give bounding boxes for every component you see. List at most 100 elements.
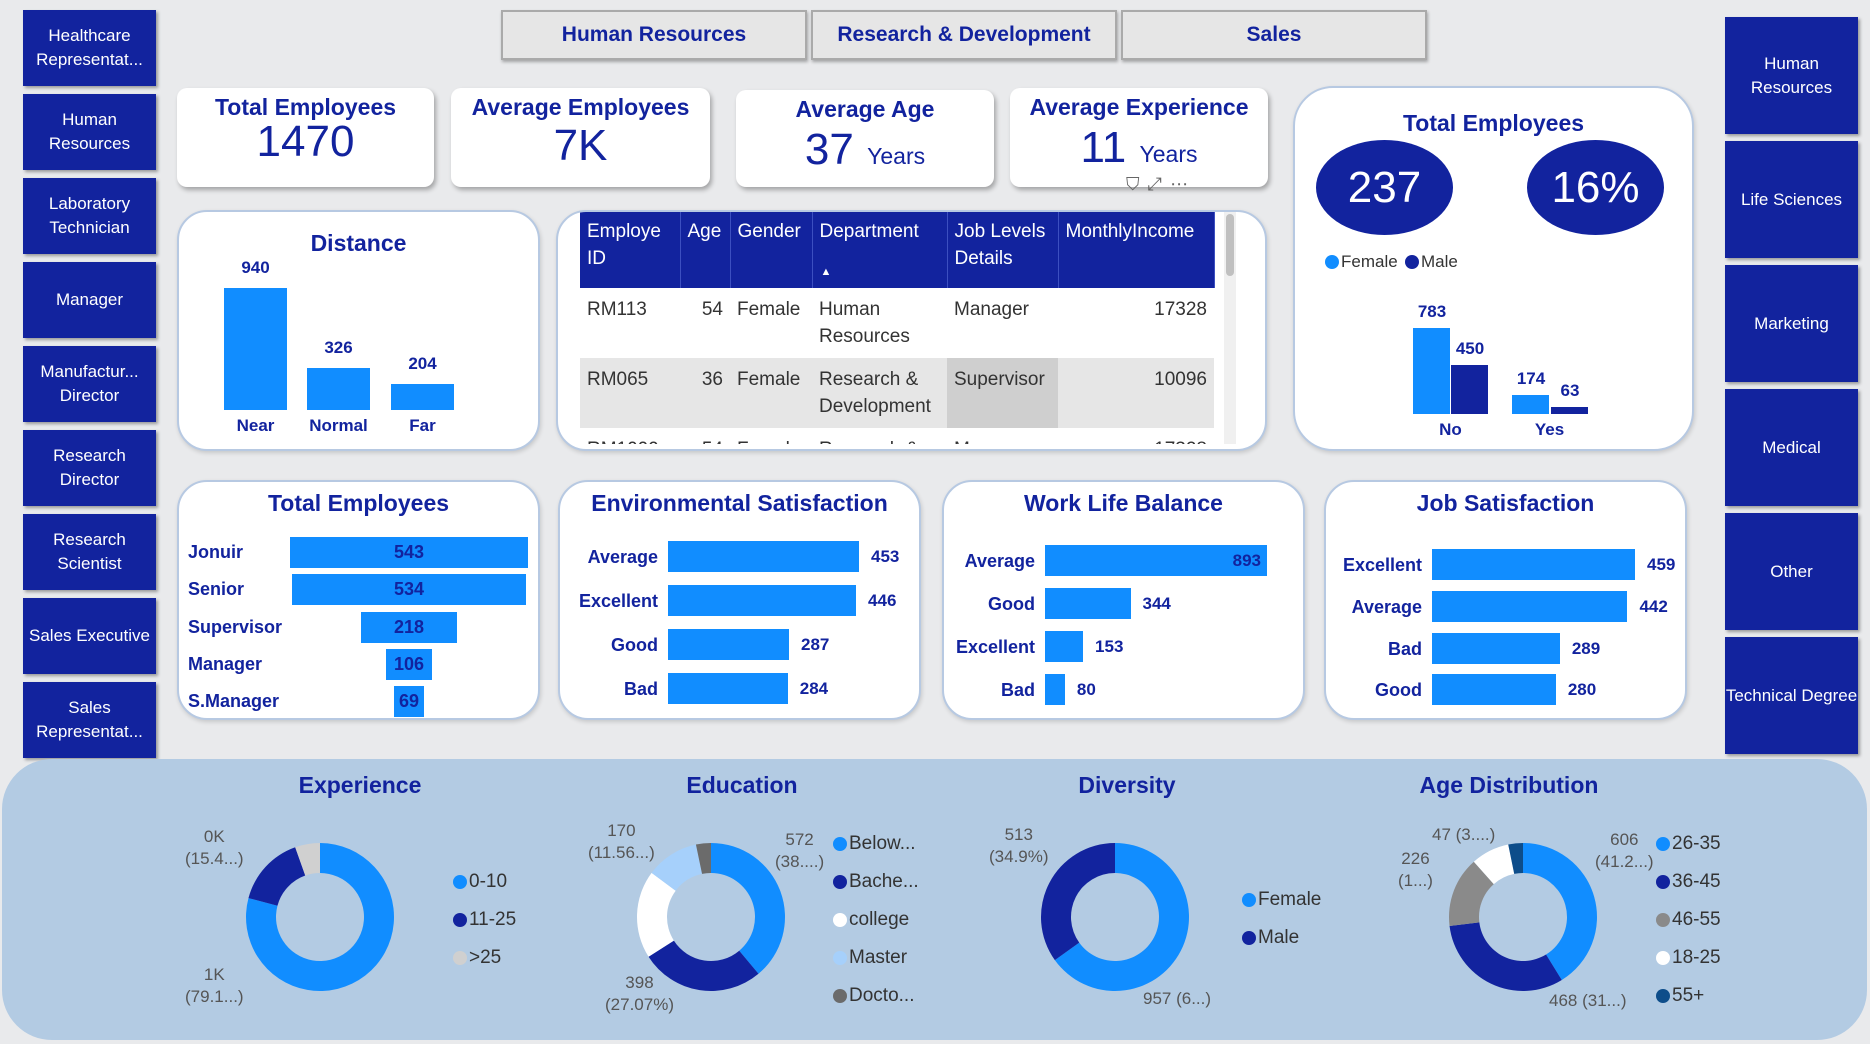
- attrition-bar-female[interactable]: [1512, 394, 1549, 414]
- col-gender[interactable]: Gender: [730, 212, 813, 288]
- slicer-healthcare-representative[interactable]: Healthcare Representat...: [23, 10, 156, 86]
- slicer-laboratory-technician[interactable]: Laboratory Technician: [23, 178, 156, 254]
- cell-job-level: Supervisor: [947, 358, 1058, 428]
- education-slice-bache-[interactable]: [648, 940, 759, 992]
- col-department[interactable]: Department ▲: [812, 212, 948, 288]
- age-legend-item[interactable]: 26-35: [1656, 833, 1721, 855]
- slicer-human-resources[interactable]: Human Resources: [23, 94, 156, 170]
- attrition-bar-male[interactable]: [1551, 407, 1588, 414]
- age-slice-55-[interactable]: [1508, 843, 1523, 874]
- legend-dot-icon: [453, 951, 467, 965]
- job-level-bar[interactable]: 534: [291, 574, 527, 605]
- attrition-bar-female[interactable]: [1413, 328, 1450, 414]
- tab-research-development[interactable]: Research & Development: [811, 10, 1117, 60]
- legend-label: Male: [1258, 927, 1300, 948]
- distance-bar[interactable]: [391, 383, 454, 410]
- experience-label-11-25: 0K (15.4...): [185, 827, 244, 868]
- age-slice-18-25[interactable]: [1473, 844, 1515, 885]
- work-life-bar[interactable]: [1045, 588, 1131, 619]
- scrollbar-thumb[interactable]: [1226, 214, 1234, 276]
- job-satisfaction-bar[interactable]: [1432, 674, 1556, 705]
- diversity-slice-male[interactable]: [1041, 843, 1115, 961]
- env-satisfaction-bar[interactable]: [668, 673, 788, 704]
- table-row[interactable]: RM113 54 Female Human Resources Manager 17328: [580, 288, 1214, 358]
- slicer-life-sciences[interactable]: Life Sciences: [1725, 141, 1858, 258]
- experience-legend-item[interactable]: >25: [453, 947, 501, 969]
- education-slice-below-[interactable]: [711, 843, 785, 974]
- legend-male[interactable]: Male: [1405, 252, 1458, 272]
- legend-female[interactable]: Female: [1325, 252, 1398, 272]
- more-options-icon[interactable]: ⋯: [1169, 174, 1196, 194]
- education-legend-item[interactable]: Docto...: [833, 985, 914, 1007]
- slicer-technical-degree[interactable]: Technical Degree: [1725, 637, 1858, 754]
- job-level-bar[interactable]: 69: [393, 686, 425, 717]
- education-slice-master[interactable]: [651, 844, 703, 891]
- col-monthly-income[interactable]: MonthlyIncome: [1058, 212, 1215, 288]
- slicer-sales-executive[interactable]: Sales Executive: [23, 598, 156, 674]
- slicer-marketing[interactable]: Marketing: [1725, 265, 1858, 382]
- education-legend-item[interactable]: Below...: [833, 833, 916, 855]
- env-satisfaction-bar[interactable]: [668, 585, 857, 616]
- slicer-research-director[interactable]: Research Director: [23, 430, 156, 506]
- experience-legend-item[interactable]: 0-10: [453, 871, 507, 893]
- distance-bar[interactable]: [307, 367, 370, 410]
- age-legend-item[interactable]: 36-45: [1656, 871, 1721, 893]
- experience-slice--25[interactable]: [295, 843, 320, 876]
- col-job-levels[interactable]: Job Levels Details: [947, 212, 1059, 288]
- age-slice-46-55[interactable]: [1449, 861, 1494, 926]
- job-level-bar[interactable]: 543: [290, 537, 528, 568]
- age-slice-26-35[interactable]: [1523, 843, 1598, 981]
- slicer-medical[interactable]: Medical: [1725, 389, 1858, 506]
- experience-legend-item[interactable]: 11-25: [453, 909, 516, 931]
- legend-label: Docto...: [849, 985, 915, 1006]
- slicer-research-scientist[interactable]: Research Scientist: [23, 514, 156, 590]
- env-satisfaction-bar[interactable]: [668, 541, 859, 572]
- distance-bar[interactable]: [224, 288, 287, 410]
- job-level-bar[interactable]: 218: [361, 612, 457, 643]
- legend-label: Male: [1421, 252, 1458, 271]
- diversity-slice-female[interactable]: [1054, 843, 1189, 992]
- male-dot-icon: [1405, 255, 1419, 269]
- age-legend-item[interactable]: 18-25: [1656, 947, 1721, 969]
- slicer-other[interactable]: Other: [1725, 513, 1858, 630]
- col-employee-id[interactable]: Employe ID: [580, 212, 681, 288]
- slicer-manager[interactable]: Manager: [23, 262, 156, 338]
- legend-dot-icon: [833, 837, 847, 851]
- table-row[interactable]: RM065 36 Female Research & Development Super…: [580, 358, 1214, 428]
- slicer-edu-human-resources[interactable]: Human Resources: [1725, 17, 1858, 134]
- work-life-bar[interactable]: [1045, 674, 1065, 705]
- env-satisfaction-bar[interactable]: [668, 629, 789, 660]
- tab-human-resources[interactable]: Human Resources: [501, 10, 807, 60]
- legend-dot-icon: [833, 989, 847, 1003]
- work-life-bar[interactable]: [1045, 631, 1084, 662]
- attrition-count: 237: [1316, 140, 1453, 235]
- education-legend-item[interactable]: college: [833, 909, 909, 931]
- slicer-manufacturing-director[interactable]: Manufactur... Director: [23, 346, 156, 422]
- age-legend-item[interactable]: 46-55: [1656, 909, 1721, 931]
- job-level-bar[interactable]: 106: [385, 649, 433, 680]
- education-legend-item[interactable]: Bache...: [833, 871, 919, 893]
- diversity-legend-item[interactable]: Female: [1242, 889, 1321, 911]
- filter-icon[interactable]: ⛉: [1126, 174, 1148, 194]
- education-legend-item[interactable]: Master: [833, 947, 907, 969]
- attrition-bar-male[interactable]: [1451, 364, 1488, 414]
- work-life-bar[interactable]: [1045, 545, 1267, 576]
- experience-slice-11-25[interactable]: [248, 847, 306, 906]
- experience-slice-0-10[interactable]: [245, 843, 394, 991]
- slicer-sales-representative[interactable]: Sales Representat...: [23, 682, 156, 758]
- diversity-legend-item[interactable]: Male: [1242, 927, 1299, 949]
- focus-mode-icon[interactable]: ⤢: [1147, 174, 1170, 194]
- tab-sales[interactable]: Sales: [1121, 10, 1427, 60]
- age-label-26-35: 606 (41.2...): [1595, 830, 1654, 871]
- legend-label: >25: [469, 947, 502, 968]
- education-slice-college[interactable]: [636, 872, 676, 957]
- age-legend-item[interactable]: 55+: [1656, 985, 1704, 1007]
- job-satisfaction-bar[interactable]: [1432, 633, 1560, 664]
- age-slice-36-45[interactable]: [1449, 922, 1562, 992]
- table-scrollbar[interactable]: [1224, 212, 1236, 444]
- col-age[interactable]: Age: [680, 212, 731, 288]
- job-satisfaction-bar[interactable]: [1432, 591, 1628, 622]
- job-satisfaction-bar[interactable]: [1432, 549, 1635, 580]
- education-slice-docto-[interactable]: [695, 843, 711, 874]
